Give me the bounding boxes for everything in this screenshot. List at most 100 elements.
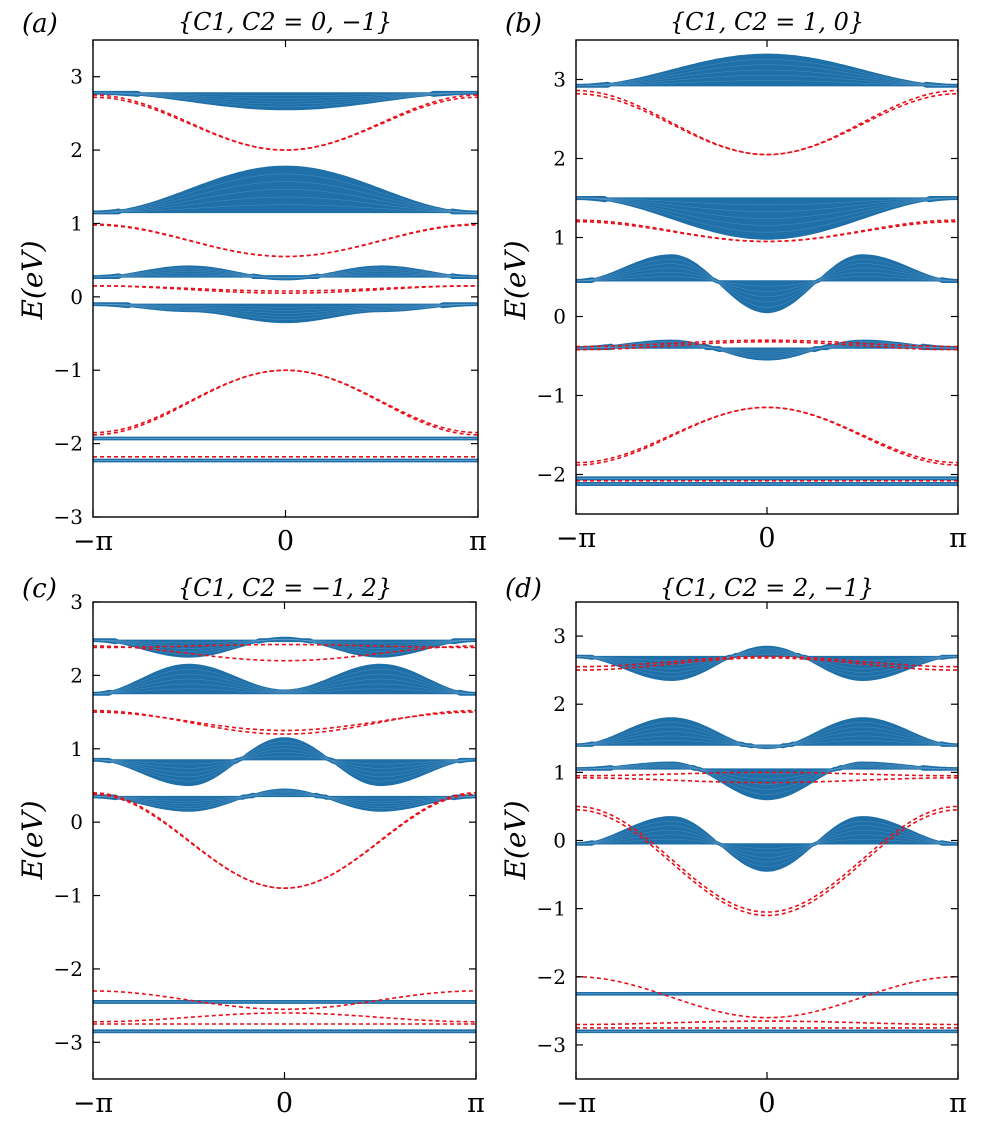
band-striation xyxy=(93,638,476,652)
band-striation xyxy=(93,790,476,809)
y-tick-label: 1 xyxy=(553,226,566,250)
band-striation xyxy=(576,726,958,748)
y-tick-label: 0 xyxy=(70,810,83,834)
band-striation xyxy=(576,825,958,863)
band-striation xyxy=(93,755,476,765)
x-tick-label: π xyxy=(949,1088,967,1119)
band-striation xyxy=(576,764,958,790)
y-axis-label: E(eV) xyxy=(16,800,49,880)
edge-state-6 xyxy=(576,809,958,917)
bulk-band-1 xyxy=(93,90,478,111)
y-tick-label: 3 xyxy=(553,624,566,648)
y-tick-label: −2 xyxy=(537,965,566,989)
x-tick-label: −π xyxy=(556,1088,596,1119)
y-axis-label: E(eV) xyxy=(499,800,532,880)
bulk-band-1 xyxy=(576,53,958,88)
band-striation xyxy=(576,341,958,359)
plot-area xyxy=(576,645,958,1034)
y-axis-label: E(eV) xyxy=(16,240,49,320)
band-striation xyxy=(576,722,958,749)
x-tick-label: π xyxy=(467,1088,485,1119)
y-tick-label: 0 xyxy=(70,285,83,309)
panel-label: (a) xyxy=(22,9,58,39)
band-striation xyxy=(576,276,958,287)
y-tick-label: 0 xyxy=(553,829,566,853)
band-striation xyxy=(93,669,476,694)
y-tick-label: −2 xyxy=(54,957,83,981)
band-striation xyxy=(93,793,476,802)
plot-area xyxy=(576,53,958,486)
axes-frame xyxy=(92,601,477,1080)
panel-label: (d) xyxy=(505,574,542,604)
band-striation xyxy=(93,181,478,213)
band-striation xyxy=(93,92,478,99)
y-tick-label: 2 xyxy=(553,147,566,171)
edge-state-2 xyxy=(93,645,476,662)
band-striation xyxy=(93,189,478,213)
edge-state-1 xyxy=(576,92,958,156)
band-striation xyxy=(93,92,478,102)
y-tick-label: 3 xyxy=(70,65,83,89)
band-striation xyxy=(576,267,958,298)
band-striation xyxy=(576,766,958,780)
band-striation xyxy=(93,748,476,773)
band-striation xyxy=(93,269,478,279)
bulk-band-2 xyxy=(93,663,476,696)
band-striation xyxy=(93,92,478,105)
band-striation xyxy=(93,744,476,778)
edge-state-4 xyxy=(576,219,958,243)
band-striation xyxy=(576,839,958,849)
edge-state-3 xyxy=(93,224,478,258)
edge-state-8 xyxy=(93,369,478,436)
band-striation xyxy=(93,673,476,694)
edge-state-5 xyxy=(576,339,958,348)
edge-state-3 xyxy=(576,771,958,777)
panel-title: {C1, C2 = 2, −1} xyxy=(660,574,874,602)
edge-state-1 xyxy=(93,96,478,151)
band-striation xyxy=(576,197,958,226)
band-striation xyxy=(576,69,958,87)
band-striation xyxy=(93,792,476,805)
bulk-band-1 xyxy=(576,645,958,682)
band-striation xyxy=(93,303,478,314)
x-tick-label: 0 xyxy=(758,1088,775,1119)
bulk-band-4 xyxy=(576,816,958,872)
band-striation xyxy=(93,303,478,308)
band-striation xyxy=(576,654,958,661)
edge-state-8 xyxy=(93,1012,476,1023)
band-striation xyxy=(93,752,476,769)
band-striation xyxy=(576,197,958,212)
band-striation xyxy=(576,649,958,673)
edge-state-4 xyxy=(93,223,478,258)
edge-state-4 xyxy=(93,711,476,732)
x-tick-label: 0 xyxy=(276,1088,293,1119)
band-striation xyxy=(576,763,958,795)
x-tick-label: −π xyxy=(73,526,113,557)
bulk-band-1 xyxy=(93,636,476,658)
y-tick-label: −3 xyxy=(537,1033,566,1057)
band-striation xyxy=(576,652,958,665)
band-striation xyxy=(93,638,476,655)
panel-title: {C1, C2 = 0, −1} xyxy=(178,8,392,36)
band-striation xyxy=(576,651,958,669)
panel-4: −3 −2 −1 0 1 2 3 −π 0 π (d) {C1, C2 = 2, −1} E(eV) xyxy=(499,574,967,1119)
edge-state-8 xyxy=(576,1020,958,1026)
x-tick-label: −π xyxy=(73,1088,113,1119)
band-striation xyxy=(93,688,476,694)
y-tick-label: 0 xyxy=(553,305,566,329)
band-striation xyxy=(93,791,476,807)
y-tick-label: −1 xyxy=(54,358,83,382)
y-tick-label: −3 xyxy=(54,1030,83,1054)
band-striation xyxy=(576,820,958,867)
edge-state-2 xyxy=(576,655,958,668)
bulk-band-3 xyxy=(93,737,476,787)
x-tick-label: π xyxy=(469,526,487,557)
band-striation xyxy=(93,794,476,800)
band-striation xyxy=(93,273,478,278)
band-striation xyxy=(576,735,958,747)
plot-area xyxy=(93,90,478,463)
y-tick-label: 3 xyxy=(553,68,566,92)
edge-state-2 xyxy=(576,89,958,156)
bulk-band-3 xyxy=(576,254,958,314)
